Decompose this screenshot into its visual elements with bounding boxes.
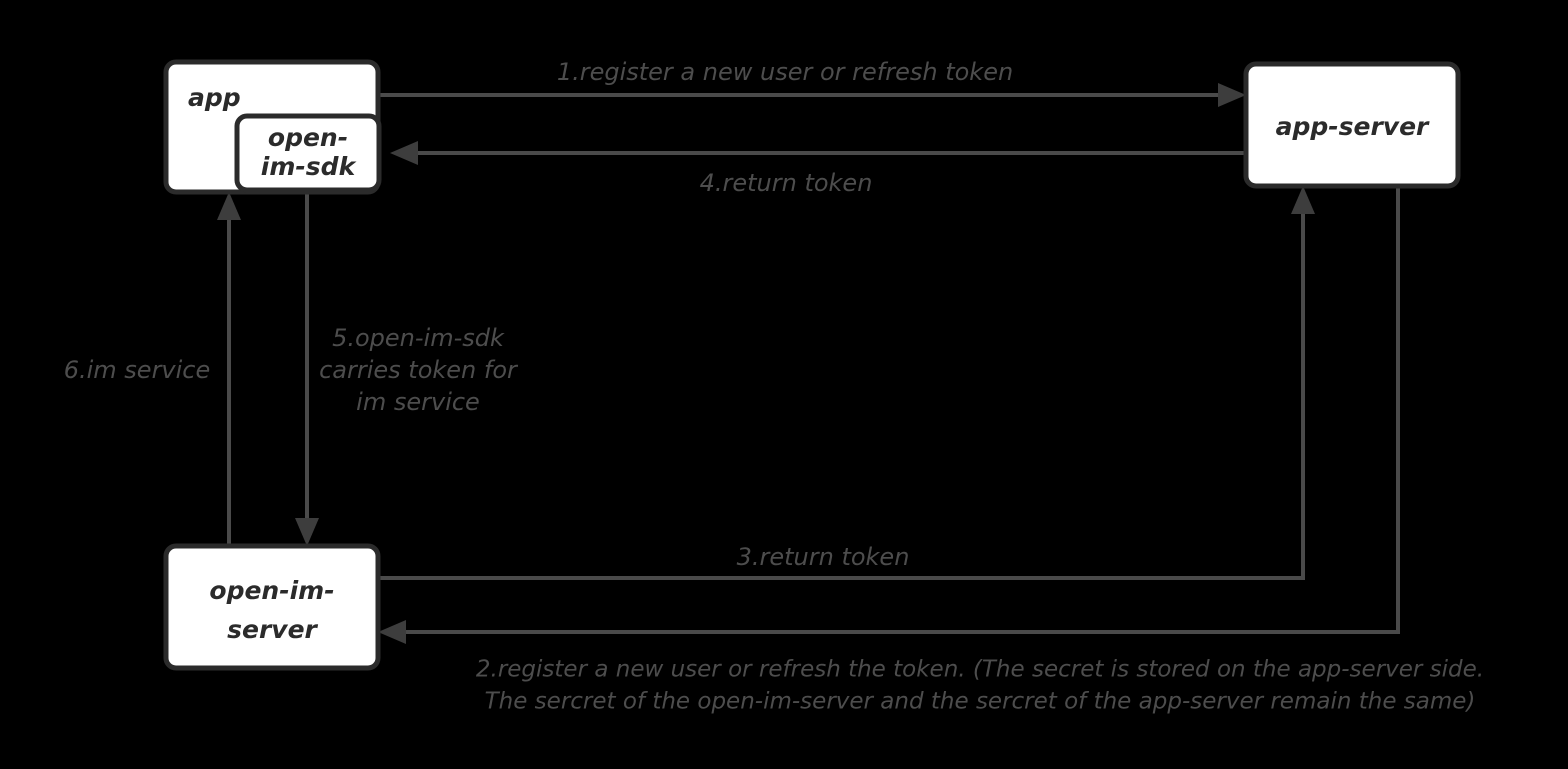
edge-3-arrowhead xyxy=(1291,186,1315,214)
edge-5-sdk-carries-token xyxy=(295,190,319,546)
node-open-im-server-label-line2: server xyxy=(227,615,318,644)
node-open-im-server-label-line1: open-im- xyxy=(209,576,334,605)
node-app-label: app xyxy=(188,83,241,112)
edge-2-label-line2: The sercret of the open-im-server and th… xyxy=(485,689,1476,715)
node-open-im-sdk-label-line2: im-sdk xyxy=(261,152,357,181)
edge-4-return-token xyxy=(390,141,1246,165)
node-app-server-label: app-server xyxy=(1276,112,1430,141)
edge-4-label: 4.return token xyxy=(700,169,873,197)
edge-3-label: 3.return token xyxy=(737,543,910,571)
node-open-im-sdk-label-line1: open- xyxy=(268,123,348,152)
node-open-im-server-box[interactable] xyxy=(163,543,381,671)
edge-6-im-service xyxy=(217,192,241,546)
edge-2-label-line1: 2.register a new user or refresh the tok… xyxy=(476,657,1484,683)
edge-1-arrowhead xyxy=(1218,83,1246,107)
edge-3-line xyxy=(378,206,1305,580)
edge-1-label: 1.register a new user or refresh token xyxy=(557,58,1013,86)
edge-5-label-line1: 5.open-im-sdk xyxy=(332,324,505,352)
node-app-server-box[interactable] xyxy=(1243,61,1461,189)
edge-5-arrowhead xyxy=(295,518,319,546)
edge-6-label: 6.im service xyxy=(64,356,211,384)
edge-2-arrowhead xyxy=(378,620,406,644)
edge-2-register-or-refresh-token xyxy=(378,186,1400,644)
edge-5-label-line3: im service xyxy=(356,388,480,416)
edge-1-register-or-refresh xyxy=(378,83,1246,107)
edge-3-return-token xyxy=(378,186,1315,580)
edge-2-line xyxy=(398,186,1400,634)
node-open-im-sdk-box[interactable] xyxy=(234,113,382,193)
edge-5-label-line2: carries token for xyxy=(319,356,519,384)
edge-4-arrowhead xyxy=(390,141,418,165)
node-open-im-server[interactable]: open-im- server xyxy=(163,543,381,671)
edge-6-arrowhead xyxy=(217,192,241,220)
node-app-server[interactable]: app-server xyxy=(1243,61,1461,189)
node-open-im-sdk[interactable]: open- im-sdk xyxy=(234,113,382,193)
